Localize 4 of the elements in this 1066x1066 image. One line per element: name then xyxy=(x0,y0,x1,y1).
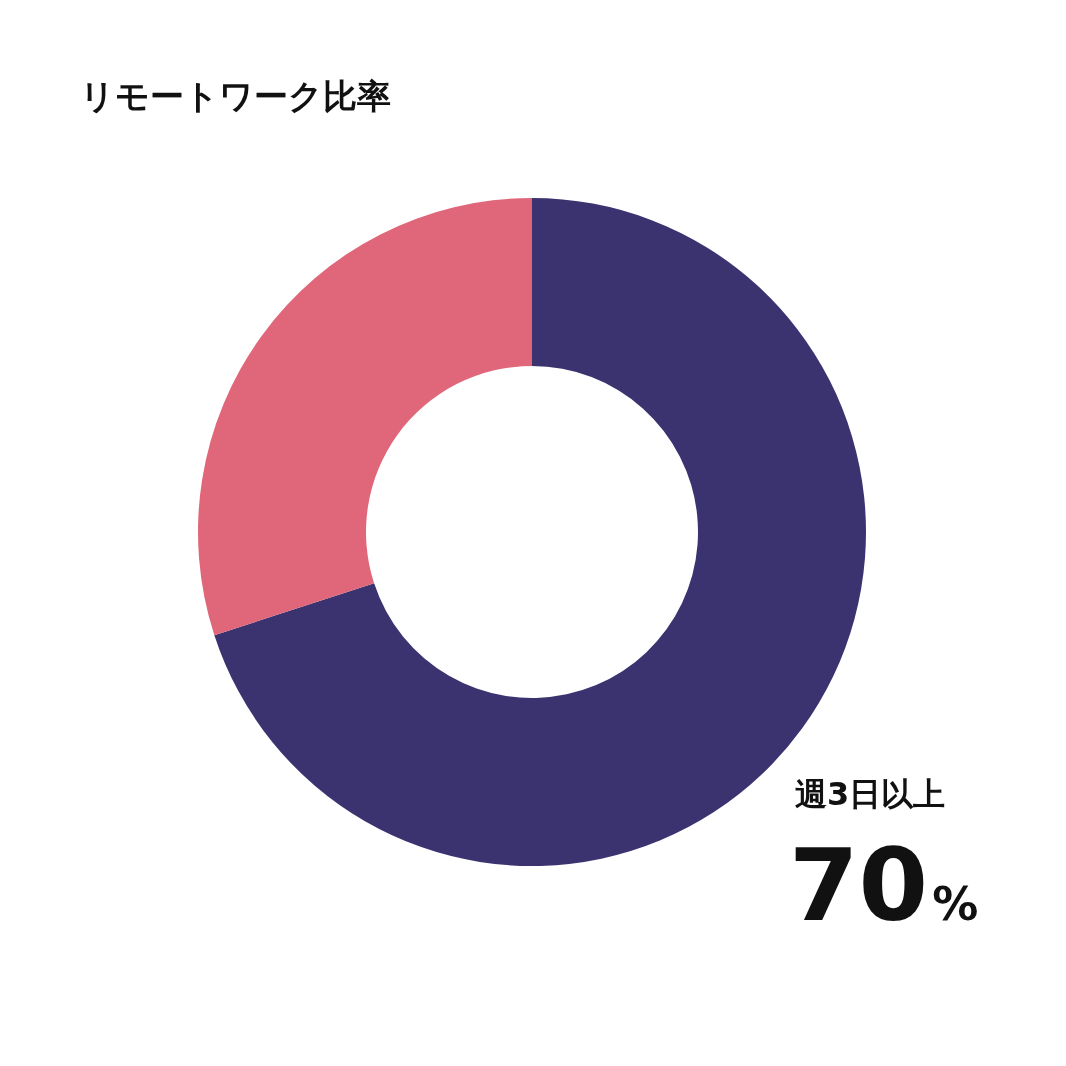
chart-title: リモートワーク比率 xyxy=(80,76,391,116)
slice-label: 週3日以上 xyxy=(795,775,946,813)
data-label: 70% xyxy=(789,827,979,944)
donut-slice xyxy=(198,198,532,636)
